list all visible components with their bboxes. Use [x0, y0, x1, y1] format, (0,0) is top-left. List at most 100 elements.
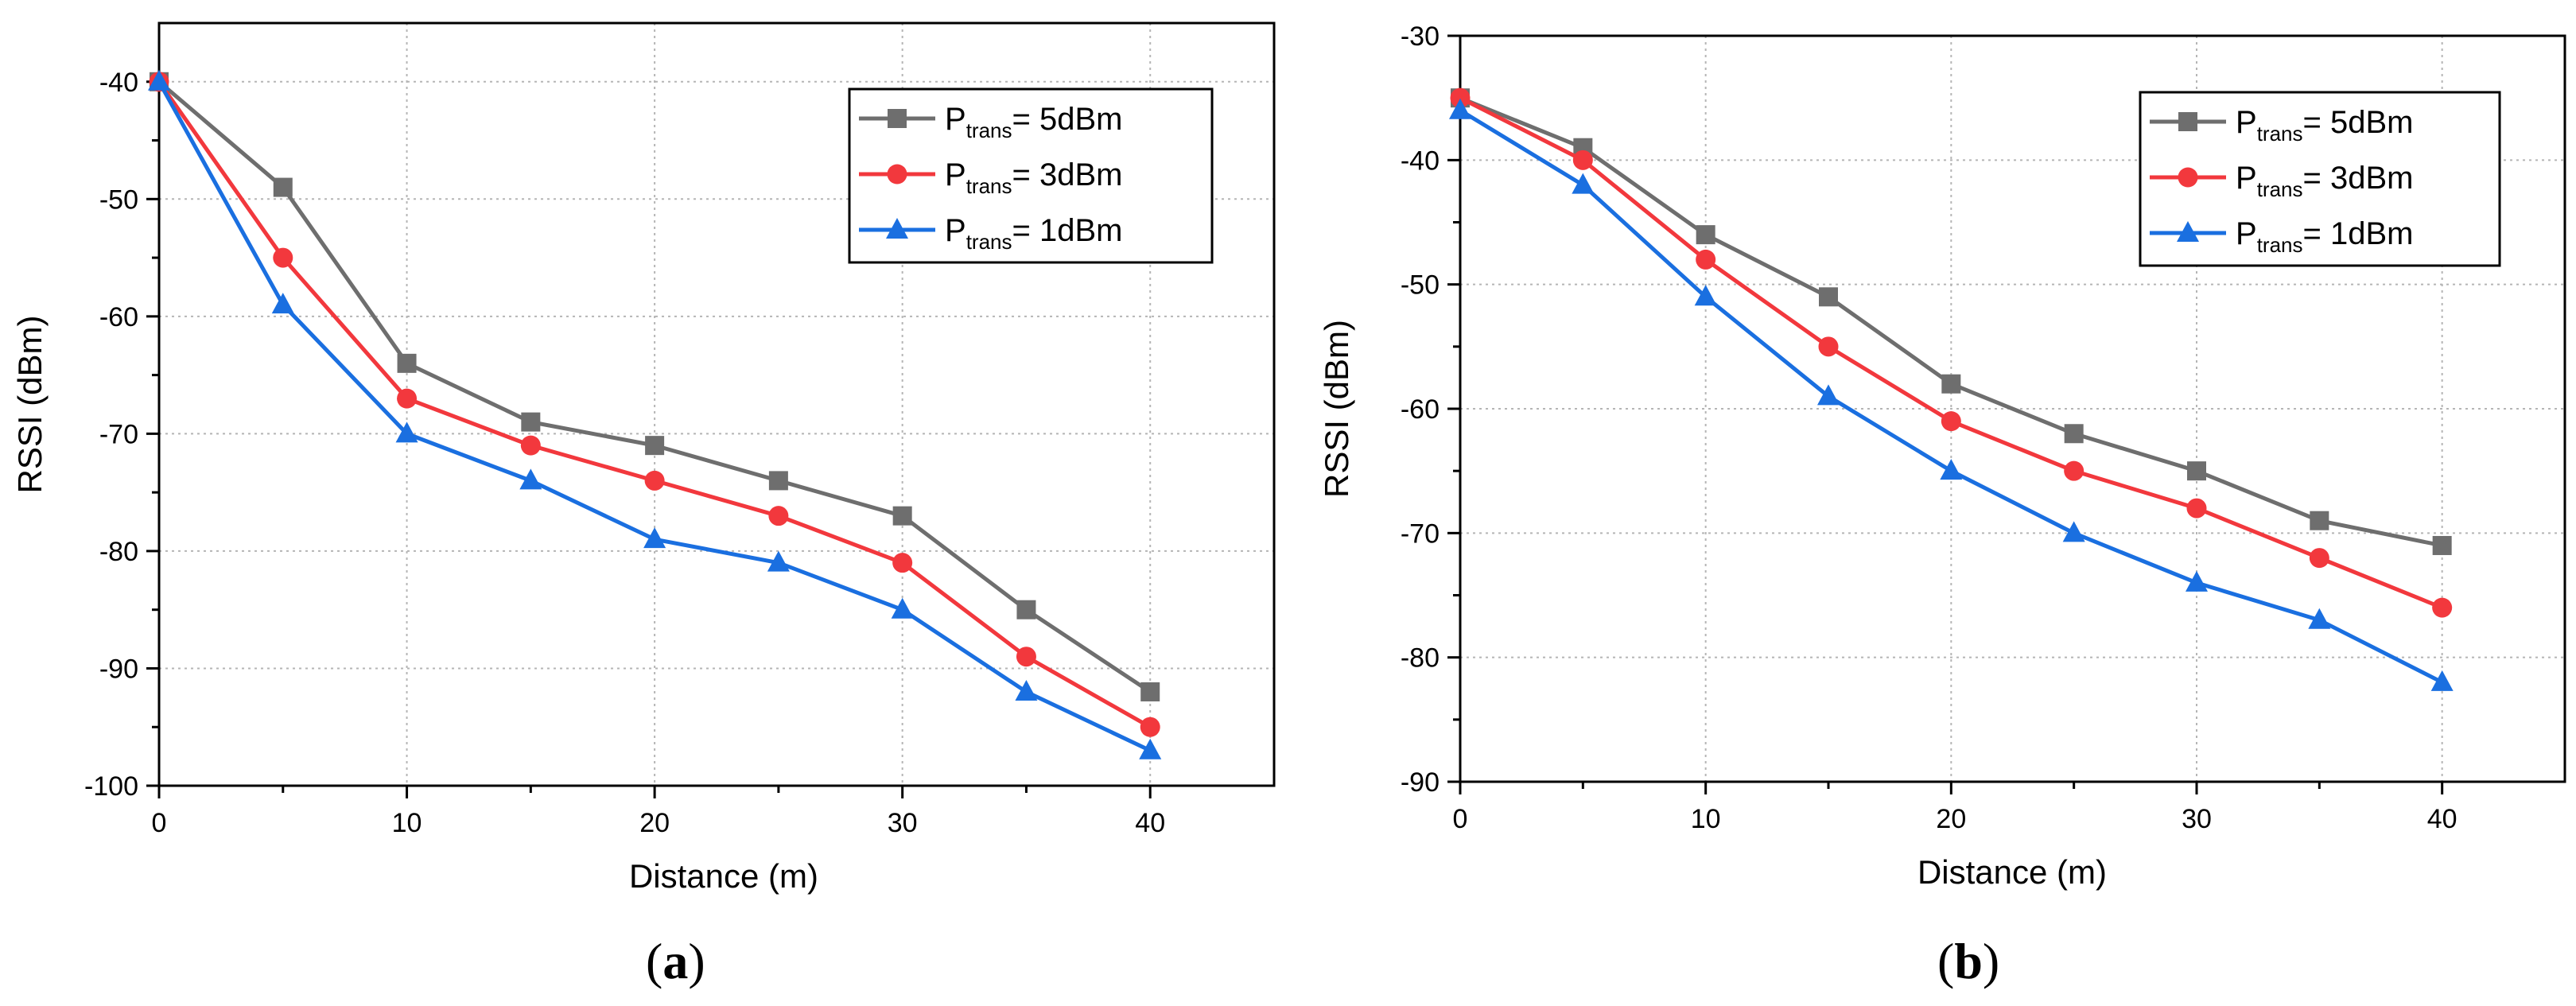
data-point: [148, 69, 170, 91]
x-axis-title: Distance (m): [1917, 853, 2107, 891]
data-point: [1140, 682, 1160, 701]
data-point: [892, 506, 912, 526]
y-tick-label: -40: [99, 68, 138, 98]
y-tick-label: -100: [84, 771, 138, 802]
legend-item: Ptrans= 1dBm: [2150, 216, 2413, 257]
y-axis-title: RSSI (dBm): [1318, 320, 1355, 498]
data-point: [767, 550, 790, 572]
legend-label: Ptrans= 5dBm: [945, 102, 1122, 142]
data-point: [892, 553, 913, 573]
y-tick-label: -90: [99, 654, 138, 684]
legend-label-subscript: trans: [966, 230, 1012, 254]
legend-label-suffix: = 1dBm: [1012, 213, 1123, 248]
panel-label-letter: a: [662, 933, 688, 989]
x-tick-label: 10: [1691, 804, 1721, 834]
legend-label-suffix: = 3dBm: [1012, 157, 1123, 192]
data-point: [1696, 249, 1716, 270]
legend-label-prefix: P: [2236, 216, 2257, 251]
legend-label-prefix: P: [945, 157, 966, 192]
x-tick-label: 0: [1453, 804, 1468, 834]
x-tick-label: 0: [152, 808, 167, 838]
data-point: [397, 388, 418, 409]
legend-item: Ptrans= 3dBm: [859, 157, 1122, 198]
data-point: [645, 436, 665, 456]
panel-label-close: ): [1983, 933, 1999, 989]
legend-marker: [2178, 167, 2198, 188]
legend-marker: [2177, 221, 2199, 242]
data-point: [273, 177, 293, 197]
x-axis-title: Distance (m): [629, 857, 818, 895]
legend-item: Ptrans= 3dBm: [2150, 161, 2413, 201]
panel-label-letter: b: [1954, 933, 1983, 989]
y-tick-label: -50: [1401, 270, 1440, 301]
x-tick-label: 40: [2427, 804, 2457, 834]
plot-frame: [157, 21, 1276, 787]
data-point: [2309, 548, 2329, 569]
data-point: [2186, 498, 2207, 519]
data-point: [2432, 535, 2452, 555]
series-2: [1449, 98, 2454, 691]
y-tick-label: -80: [1401, 643, 1440, 674]
data-point: [2432, 597, 2453, 618]
panel-label-close: ): [688, 933, 705, 989]
y-axis-title: RSSI (dBm): [11, 315, 49, 493]
legend-label-suffix: = 3dBm: [2303, 161, 2414, 196]
data-point: [520, 435, 541, 456]
legend-label-subscript: trans: [2257, 233, 2303, 257]
series-1: [149, 72, 1160, 737]
data-point: [1941, 374, 1961, 394]
data-point: [2310, 511, 2329, 530]
data-point: [2186, 570, 2208, 592]
y-tick-label: -40: [1401, 146, 1440, 176]
legend-label: Ptrans= 3dBm: [2236, 161, 2413, 201]
data-point: [1016, 600, 1036, 620]
y-tick-label: -50: [99, 184, 138, 215]
data-point: [643, 527, 666, 549]
data-point: [519, 468, 542, 490]
y-tick-label: -70: [99, 419, 138, 449]
data-point: [644, 470, 665, 491]
data-point: [1696, 225, 1715, 245]
data-point: [395, 421, 418, 443]
data-point: [1817, 384, 1840, 406]
legend-label-prefix: P: [2236, 161, 2257, 196]
legend-label-prefix: P: [945, 213, 966, 248]
data-point: [1819, 287, 1838, 307]
data-point: [768, 471, 788, 491]
data-point: [397, 353, 417, 373]
legend-label: Ptrans= 1dBm: [945, 213, 1122, 254]
data-point: [891, 597, 914, 619]
legend-label-suffix: = 1dBm: [2303, 216, 2414, 251]
data-point: [1449, 98, 1471, 119]
x-tick-label: 20: [639, 808, 670, 838]
data-point: [271, 293, 294, 314]
y-tick-label: -80: [99, 537, 138, 567]
y-tick-label: -60: [1401, 394, 1440, 425]
y-tick-label: -60: [99, 302, 138, 332]
legend-item: Ptrans= 5dBm: [2150, 105, 2413, 146]
legend-label-prefix: P: [2236, 105, 2257, 140]
series-1: [1450, 87, 2453, 618]
data-point: [1016, 647, 1036, 667]
data-point: [1941, 411, 1961, 432]
y-tick-label: -90: [1401, 767, 1440, 798]
data-point: [1818, 336, 1839, 357]
data-point: [768, 506, 789, 526]
x-tick-label: 10: [392, 808, 422, 838]
data-point: [1015, 679, 1038, 701]
legend-label-subscript: trans: [966, 174, 1012, 198]
legend-item: Ptrans= 1dBm: [859, 213, 1122, 254]
legend-label: Ptrans= 1dBm: [2236, 216, 2413, 257]
data-point: [1940, 459, 1963, 480]
panel-label-open: (: [1937, 933, 1954, 989]
x-tick-label: 30: [888, 808, 918, 838]
legend-label-suffix: = 5dBm: [1012, 102, 1123, 137]
data-point: [2064, 424, 2084, 444]
legend-marker: [887, 164, 907, 184]
legend-label-subscript: trans: [2257, 177, 2303, 201]
data-point: [2308, 608, 2331, 629]
data-point: [521, 412, 541, 432]
data-point: [2187, 461, 2206, 481]
